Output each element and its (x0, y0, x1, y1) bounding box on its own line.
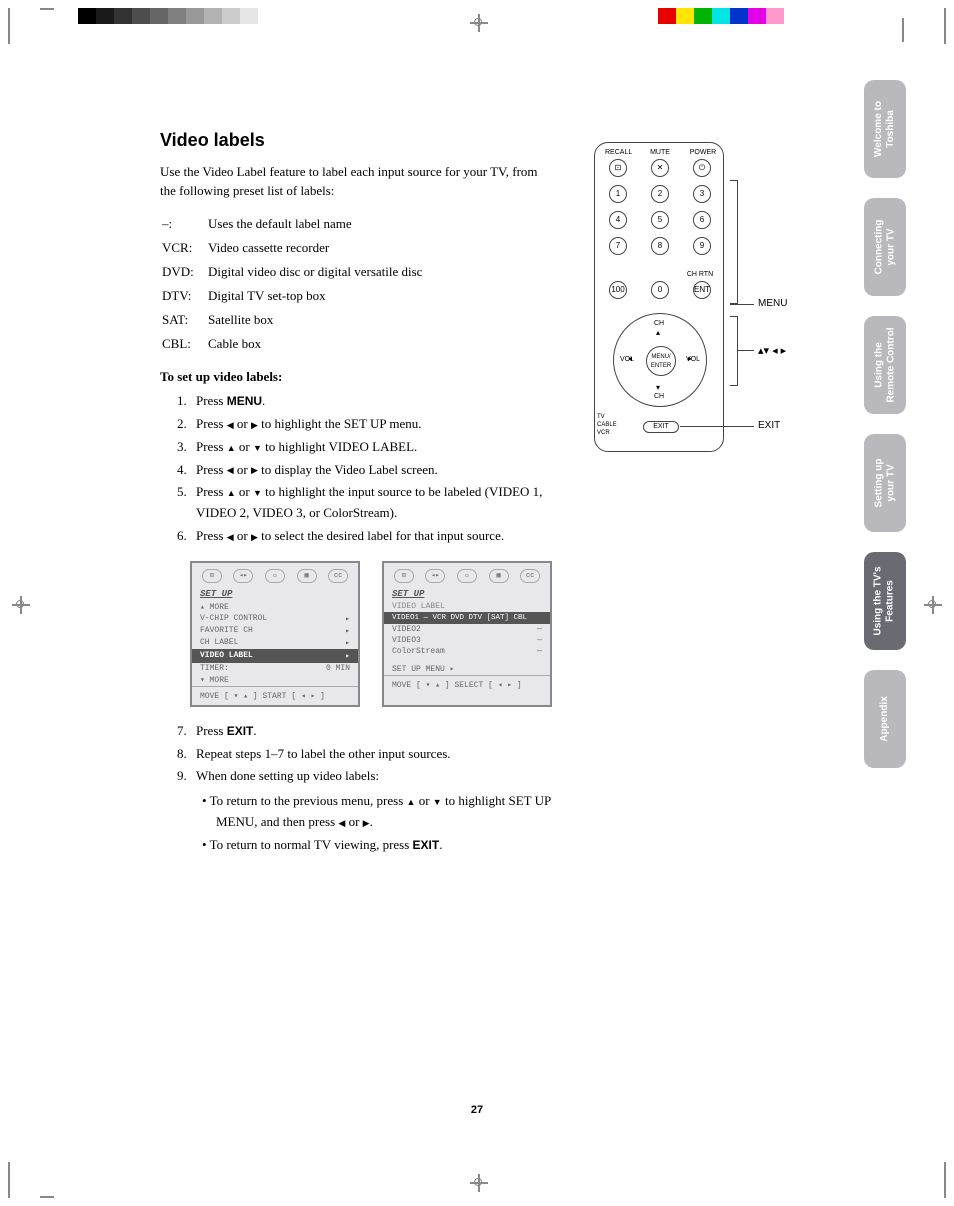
remote-key: 1 (609, 185, 627, 203)
page-number: 27 (0, 1104, 954, 1116)
crop-mark (902, 18, 910, 42)
step-7: Press EXIT. (190, 721, 560, 742)
callout-arrows: ▴▾ ◂ ▸ (758, 344, 786, 357)
remote-key: ENT (693, 281, 711, 299)
label-row: CBL:Cable box (162, 333, 422, 355)
crop-mark (40, 8, 54, 30)
callout-exit: EXIT (758, 420, 780, 431)
section-tab: Setting up your TV (864, 434, 906, 532)
intro-text: Use the Video Label feature to label eac… (160, 163, 550, 201)
remote-key: 3 (693, 185, 711, 203)
section-tab: Appendix (864, 670, 906, 768)
label-row: DVD:Digital video disc or digital versat… (162, 261, 422, 283)
osd-screenshots: ⊡◂▸☼▦cc SET UP ▴ MOREV-CHIP CONTROL▸FAVO… (190, 561, 920, 707)
menu-enter-button: MENU/ ENTER (646, 346, 676, 376)
step-3: Press ▲ or ▼ to highlight VIDEO LABEL. (190, 437, 560, 458)
section-tabs: Welcome to Toshiba Connecting your TV Usin… (864, 80, 906, 788)
remote-key: 100 (609, 281, 627, 299)
step-9: When done setting up video labels: To re… (190, 766, 560, 855)
steps-list: Press MENU. Press ◀ or ▶ to highlight th… (160, 391, 560, 547)
remote-key: 4 (609, 211, 627, 229)
label-row: VCR:Video cassette recorder (162, 237, 422, 259)
step-1: Press MENU. (190, 391, 560, 412)
remote-key: 2 (651, 185, 669, 203)
crop-mark (910, 8, 946, 44)
label-definitions: –:Uses the default label nameVCR:Video c… (160, 211, 424, 358)
remote-key: 8 (651, 237, 669, 255)
label-row: SAT:Satellite box (162, 309, 422, 331)
remote-key: 0 (651, 281, 669, 299)
step-4: Press ◀ or ▶ to display the Video Label … (190, 460, 560, 481)
registration-mark (924, 596, 942, 614)
step-2: Press ◀ or ▶ to highlight the SET UP men… (190, 414, 560, 435)
registration-mark (470, 14, 488, 32)
registration-mark (470, 1174, 488, 1192)
remote-key: 6 (693, 211, 711, 229)
label-row: –:Uses the default label name (162, 213, 422, 235)
remote-key: 9 (693, 237, 711, 255)
remote-key: 7 (609, 237, 627, 255)
color-bar (658, 8, 784, 24)
osd-setup-menu: ⊡◂▸☼▦cc SET UP ▴ MOREV-CHIP CONTROL▸FAVO… (190, 561, 360, 707)
step-6: Press ◀ or ▶ to select the desired label… (190, 526, 560, 547)
callout-menu: MENU (758, 298, 787, 309)
section-tab: Using the Remote Control (864, 316, 906, 414)
exit-button: EXIT (643, 421, 679, 433)
crop-mark (40, 1176, 54, 1198)
remote-diagram: RECALL MUTE POWER ⊡ ✕ ⏻ 1234567891000ENT… (590, 130, 810, 452)
grayscale-bar (78, 8, 276, 24)
osd-video-label-menu: ⊡◂▸☼▦cc SET UP VIDEO LABEL VIDEO1 — VCR … (382, 561, 552, 707)
section-tab: Using the TV's Features (864, 552, 906, 650)
step-8: Repeat steps 1–7 to label the other inpu… (190, 744, 560, 765)
step-9b: To return to normal TV viewing, press EX… (210, 835, 560, 856)
remote-key: 5 (651, 211, 669, 229)
step-9a: To return to the previous menu, press ▲ … (210, 791, 560, 833)
step-5: Press ▲ or ▼ to highlight the input sour… (190, 482, 560, 524)
crop-mark (910, 1162, 946, 1198)
label-row: DTV:Digital TV set-top box (162, 285, 422, 307)
section-tab: Connecting your TV (864, 198, 906, 296)
section-tab: Welcome to Toshiba (864, 80, 906, 178)
crop-mark (8, 8, 44, 44)
registration-mark (12, 596, 30, 614)
crop-mark (8, 1162, 44, 1198)
steps-list-continued: Press EXIT. Repeat steps 1–7 to label th… (160, 721, 560, 856)
